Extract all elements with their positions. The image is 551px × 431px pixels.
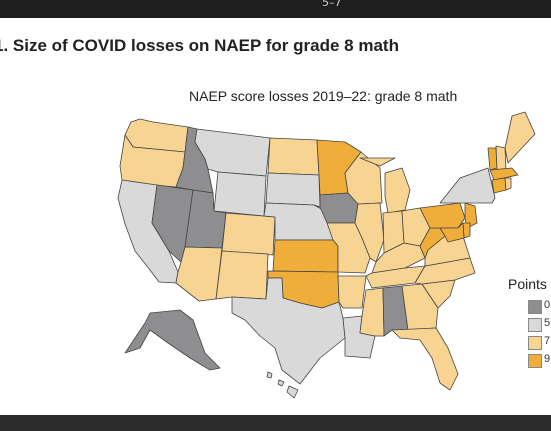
state-sd bbox=[265, 172, 321, 208]
state-md bbox=[439, 222, 465, 243]
state-nm bbox=[215, 250, 269, 300]
legend-swatch bbox=[528, 300, 542, 314]
state-ct bbox=[491, 177, 507, 194]
map-title: NAEP score losses 2019–22: grade 8 math bbox=[189, 88, 458, 104]
top-strip: 5–7 bbox=[0, 0, 551, 18]
state-hi bbox=[266, 371, 299, 399]
legend-label: 0 bbox=[544, 299, 551, 311]
state-ma bbox=[489, 167, 519, 181]
state-mi bbox=[359, 157, 411, 214]
state-vt bbox=[487, 147, 498, 171]
legend-item-darkgray: 0 bbox=[528, 299, 551, 314]
state-co bbox=[221, 212, 276, 256]
state-wi bbox=[344, 151, 383, 205]
state-tx bbox=[231, 277, 346, 385]
state-fl bbox=[391, 327, 459, 391]
state-me bbox=[504, 111, 536, 164]
state-ny bbox=[439, 167, 496, 204]
state-ri bbox=[504, 177, 512, 191]
legend-item-lightorange: 7 bbox=[528, 335, 551, 350]
legend-title: Points bbox=[508, 276, 547, 292]
state-pa bbox=[419, 202, 466, 229]
legend-swatch bbox=[528, 354, 542, 368]
legend-label: 9 bbox=[544, 353, 551, 365]
state-wy bbox=[213, 171, 267, 217]
state-ak bbox=[124, 309, 221, 371]
bottom-strip bbox=[0, 415, 551, 431]
legend-swatch bbox=[528, 318, 542, 332]
top-fragment-text: 5–7 bbox=[322, 0, 342, 9]
legend-item-orange: 9 bbox=[528, 353, 551, 368]
state-az bbox=[175, 246, 223, 302]
legend-item-lightgray: 5 bbox=[528, 317, 551, 332]
state-ks bbox=[272, 239, 339, 273]
state-nd bbox=[267, 137, 320, 176]
figure-card: 1. Size of COVID losses on NAEP for grad… bbox=[0, 18, 551, 415]
state-ga bbox=[401, 283, 439, 331]
legend-label: 7 bbox=[544, 335, 551, 347]
legend-swatch bbox=[528, 336, 542, 350]
figure-title: 1. Size of COVID losses on NAEP for grad… bbox=[0, 36, 399, 55]
legend-label: 5 bbox=[544, 317, 551, 329]
state-nh bbox=[495, 145, 507, 171]
us-choropleth-map bbox=[117, 111, 536, 399]
state-nj bbox=[464, 202, 478, 229]
state-ar bbox=[337, 275, 367, 309]
state-il bbox=[354, 202, 385, 263]
